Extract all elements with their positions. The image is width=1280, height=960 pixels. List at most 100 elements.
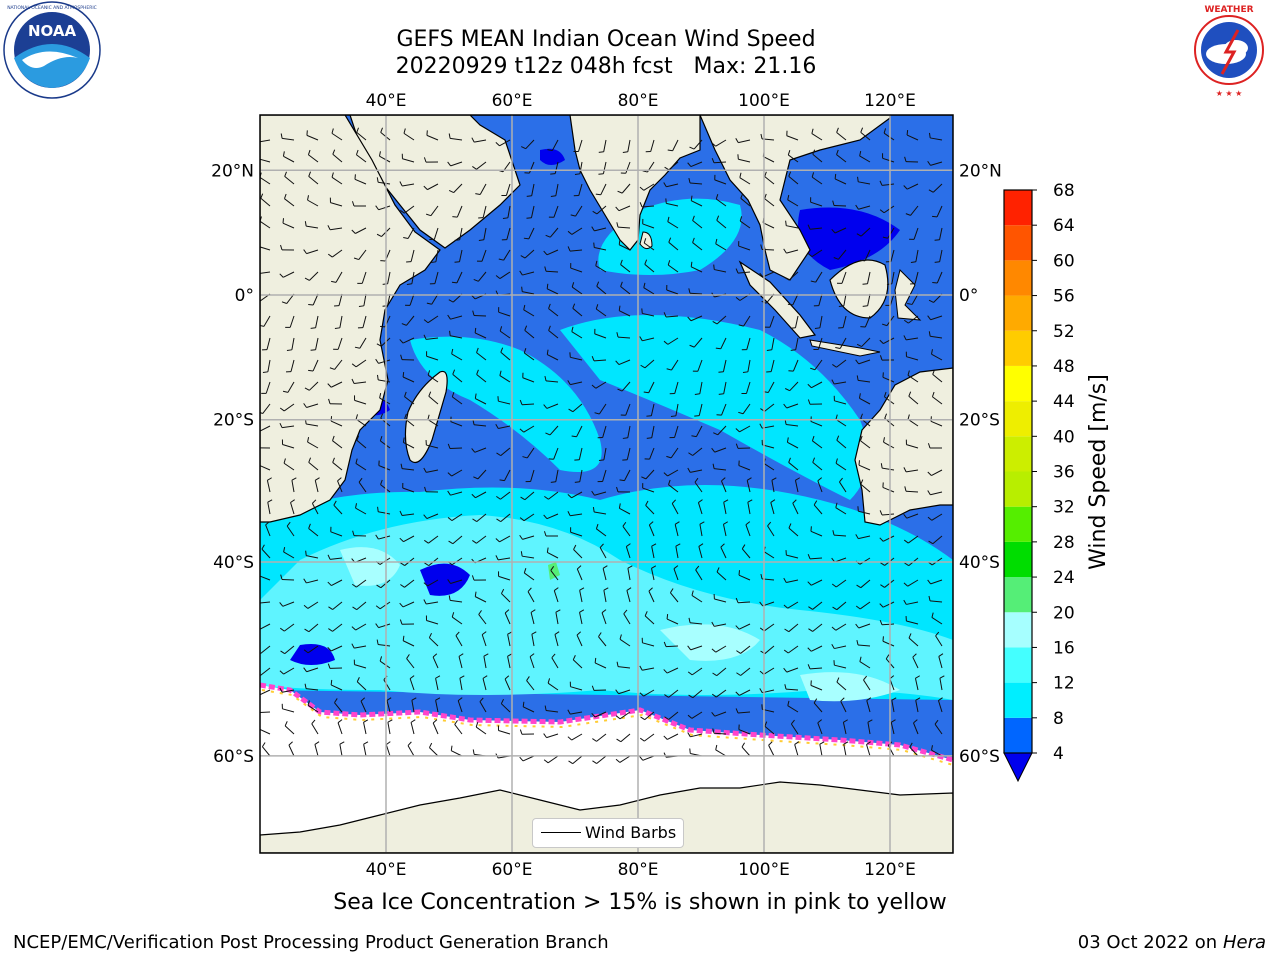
wind-barb-flag [666,614,669,620]
wind-barb [404,579,415,588]
wind-barb [596,205,607,215]
wind-barb [363,293,367,306]
wind-barb-flag [615,206,620,212]
wind-barb [290,359,295,372]
wind-barb [932,535,943,545]
wind-barb-flag [687,714,693,719]
wind-barb-flag [592,507,595,513]
wind-barb [741,548,751,559]
wind-barb-flag [835,502,838,508]
wind-barb [481,634,487,647]
wind-barb [763,156,775,163]
wind-barb-flag [735,597,739,603]
wind-barb [596,285,607,295]
wind-barb [504,612,511,625]
wind-barb [522,291,535,295]
wind-barb-flag [423,185,428,190]
wind-barb-flag [667,260,671,266]
wind-barb-flag [687,671,693,676]
wind-barb-flag [664,716,669,720]
wind-barb-flag [836,435,840,441]
wind-barb [843,293,847,306]
wind-barb-flag [927,516,933,521]
wind-barb [555,183,559,196]
lat-tick-label: 0° [235,286,254,306]
wind-barb-flag [927,160,931,166]
wind-barb-flag [649,521,654,526]
wind-barb-flag [735,625,740,630]
wind-barb [906,620,919,625]
wind-barb-flag [424,562,430,567]
wind-barb [576,634,583,647]
wind-barb [332,249,343,258]
wind-barb [671,359,679,371]
wind-barb [402,513,415,516]
wind-barb-flag [358,477,363,483]
wind-barb-flag [832,200,835,206]
wind-barb-flag [449,330,451,336]
wind-barb [690,266,703,273]
wind-barb-flag [530,609,536,613]
wind-barb-flag [903,467,907,473]
wind-barb [644,359,655,369]
wind-barb [619,711,631,720]
wind-barb-flag [626,587,632,591]
wind-barb-flag [788,457,791,463]
wind-barb-flag [544,266,547,272]
wind-barb [378,205,391,211]
wind-barb [498,311,511,317]
wind-barb-flag [784,628,790,633]
wind-barb-flag [784,684,787,690]
wind-barb-flag [527,587,532,592]
wind-barb [858,359,871,365]
wind-barb-flag [471,493,476,499]
wind-barb-flag [617,388,623,392]
wind-barb [455,635,463,647]
wind-barb [435,249,439,262]
wind-barb [699,524,703,537]
wind-barb [571,227,583,235]
wind-barb-flag [386,697,392,701]
wind-barb [690,645,703,651]
footer-date-text: 03 Oct 2022 on [1077,932,1223,953]
wind-barb-flag [551,653,556,659]
wind-barb-flag [843,741,849,745]
wind-barb-flag [784,277,790,281]
wind-barb [260,645,271,654]
colorbar-tick-label: 4 [1053,744,1064,764]
wind-barb-flag [736,672,741,676]
wind-barb-flag [927,315,931,321]
wind-barb-flag [880,584,885,588]
wind-barb [402,487,415,493]
wind-barb [524,329,535,339]
wind-barb-flag [448,133,451,139]
wind-barb [602,425,607,438]
lon-tick-labels-top: 40°E 60°E 80°E 100°E 120°E [366,91,916,111]
wind-barb-flag [303,649,309,654]
wind-barb [475,398,487,405]
wind-barb-flag [382,283,388,285]
wind-barb [499,330,511,339]
wind-barb-flag [831,626,837,631]
wind-barb-flag [687,645,692,651]
wind-barb-flag [380,127,383,133]
wind-barb [387,271,391,284]
wind-barb-flag [720,543,725,548]
wind-barb-flag [327,225,331,231]
colorbar-tick-label: 52 [1053,322,1075,342]
wind-barb [427,419,439,427]
wind-barb [667,221,679,229]
lon-tick-label: 60°E [492,860,533,880]
wind-barb [642,667,655,671]
wind-barb-flag [550,481,556,483]
wind-barb [427,315,439,324]
wind-barb [603,447,607,460]
wind-barb [840,701,847,713]
wind-barb [579,612,583,625]
wind-barb [283,403,295,412]
wind-barb [860,483,871,493]
wind-barb [643,183,655,191]
wind-barb-flag [351,201,355,207]
wind-barb-flag [928,595,931,601]
wind-barb-flag [687,467,691,473]
